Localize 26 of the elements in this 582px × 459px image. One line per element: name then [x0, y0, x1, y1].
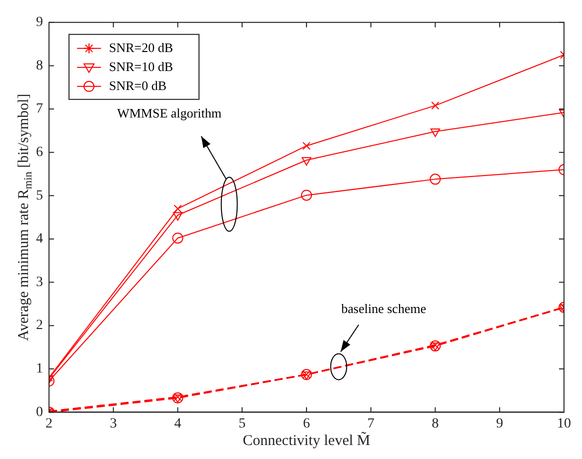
x-tick-label: 9 [496, 416, 504, 432]
x-tick-label: 6 [303, 416, 310, 432]
y-tick-label: 6 [36, 145, 43, 160]
y-tick-label: 1 [36, 362, 43, 377]
y-tick-label: 9 [36, 15, 43, 30]
y-tick-label: 8 [36, 58, 43, 74]
legend-label: SNR=10 dB [109, 58, 174, 74]
legend-label: SNR=0 dB [109, 78, 167, 93]
y-axis-title: Average minimum rate Rmin [bit/symbol] [16, 94, 34, 341]
x-tick-label: 7 [367, 416, 374, 432]
x-tick-label: 5 [238, 416, 246, 432]
x-tick-label: 8 [432, 416, 439, 432]
x-tick-label: 10 [557, 416, 571, 432]
annotation: WMMSE algorithm [117, 106, 222, 121]
y-tick-label: 3 [36, 274, 43, 290]
x-tick-label: 3 [110, 416, 117, 432]
y-tick-label: 5 [36, 188, 43, 204]
y-tick-label: 0 [36, 404, 43, 420]
y-tick-label: 7 [36, 102, 43, 117]
y-tick-label: 4 [36, 232, 43, 247]
x-tick-label: 2 [46, 416, 52, 432]
legend-label: SNR=20 dB [109, 40, 174, 55]
annotation: baseline scheme [341, 301, 426, 316]
x-axis-title: Connectivity level M̃ [242, 431, 370, 449]
x-tick-label: 4 [174, 416, 182, 432]
y-tick-label: 2 [36, 318, 43, 334]
